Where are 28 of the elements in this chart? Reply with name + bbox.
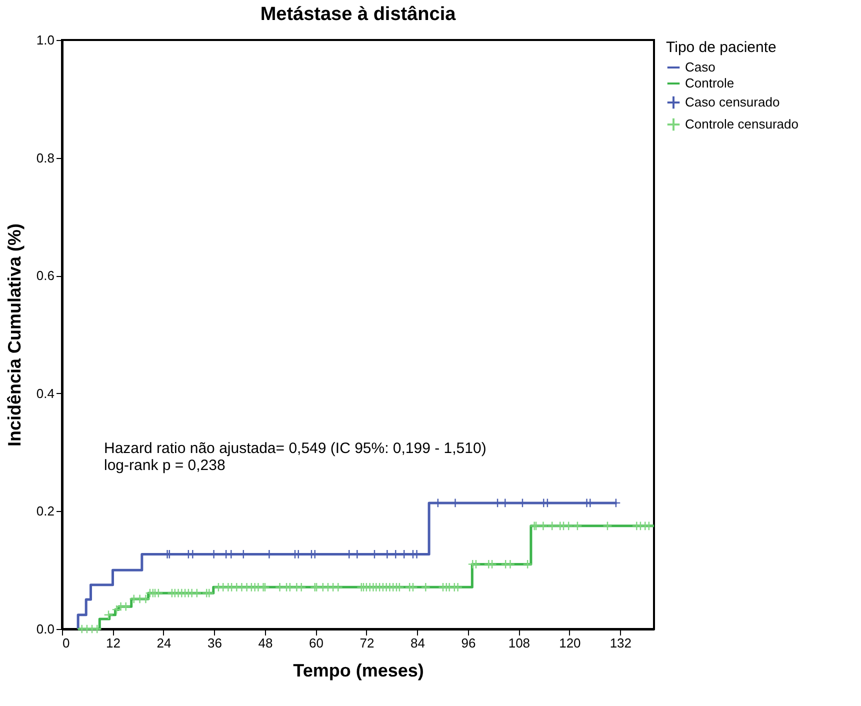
x-axis-title: Tempo (meses) [293, 660, 424, 680]
y-tick-label: 0.0 [36, 622, 54, 636]
y-axis-title: Incidência Cumulativa (%) [4, 223, 24, 447]
x-tick-label: 12 [106, 636, 120, 650]
y-tick-label: 0.4 [36, 386, 54, 401]
y-tick-label: 0.8 [36, 150, 54, 166]
x-tick-label: 72 [360, 636, 374, 650]
x-tick-label: 0 [62, 636, 70, 650]
x-tick-label: 108 [508, 636, 530, 650]
y-tick-label: 1.0 [36, 32, 54, 48]
y-tick-label: 0.6 [36, 268, 54, 284]
legend-label: Caso [685, 60, 716, 74]
x-tick-label: 36 [207, 636, 222, 650]
annotation: Hazard ratio não ajustada= 0,549 (IC 95%: 0,199 - 1,510) [104, 440, 486, 457]
x-tick-label: 84 [410, 636, 425, 650]
chart-title: Metástase à distância [260, 4, 456, 25]
x-tick-label: 24 [156, 636, 172, 650]
x-tick-label: 132 [610, 636, 632, 650]
x-tick-label: 120 [559, 636, 581, 650]
annotation: log-rank p = 0,238 [104, 457, 226, 474]
x-tick-label: 60 [308, 636, 324, 650]
y-tick-label: 0.2 [36, 504, 54, 519]
x-tick-label: 48 [258, 636, 273, 650]
legend-label: Caso censurado [685, 94, 780, 110]
x-tick-label: 96 [461, 636, 476, 650]
legend-title: Tipo de paciente [666, 39, 776, 56]
legend-label: Controle [685, 76, 734, 90]
legend-label: Controle censurado [685, 116, 798, 132]
